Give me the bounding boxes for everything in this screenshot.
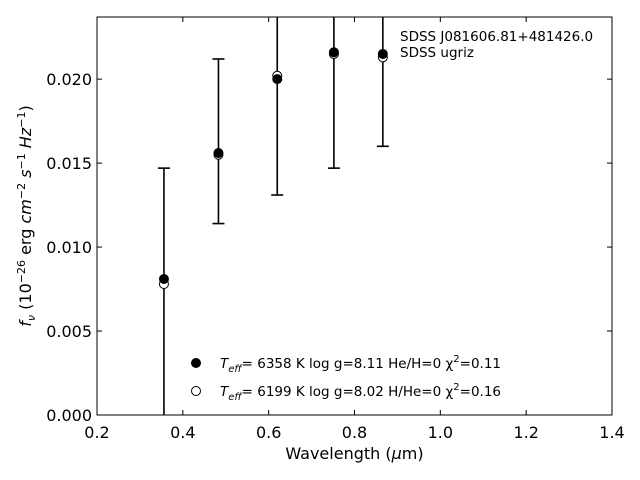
filled-circle-point: [328, 47, 339, 58]
x-tick-label: 0.6: [256, 423, 281, 442]
error-bars: [157, 17, 389, 415]
annotation-survey: SDSS ugriz: [400, 45, 474, 61]
x-tick-label: 1.2: [513, 423, 538, 442]
legend-entry-2: Teff= 6199 K log g=8.02 H/He=0 χ2=0.16: [220, 382, 501, 403]
filled-circle-point: [377, 48, 388, 59]
legend-marker-filled: [191, 358, 201, 368]
legend-marker-open: [191, 386, 201, 396]
annotation-object-name: SDSS J081606.81+481426.0: [400, 29, 593, 45]
x-tick-label: 1.4: [599, 423, 624, 442]
y-tick-label: 0.010: [46, 238, 92, 257]
x-axis-label: Wavelength (μm): [285, 444, 423, 463]
filled-circle-point: [158, 273, 169, 284]
y-tick-label: 0.020: [46, 70, 92, 89]
legend: Teff= 6358 K log g=8.11 He/H=0 χ2=0.11 T…: [191, 354, 501, 403]
x-tick-label: 1.0: [428, 423, 453, 442]
legend-entry-1: Teff= 6358 K log g=8.11 He/H=0 χ2=0.11: [220, 354, 501, 375]
x-tick-label: 0.4: [170, 423, 195, 442]
data-points: [158, 47, 388, 290]
x-tick-label: 0.2: [84, 423, 109, 442]
y-axis-label: fν (10−26 erg cm−2 s−1 Hz−1): [15, 105, 38, 326]
filled-circle-point: [213, 148, 224, 159]
y-tick-label: 0.000: [46, 406, 92, 425]
x-tick-label: 0.8: [342, 423, 367, 442]
y-tick-label: 0.005: [46, 322, 92, 341]
axis-ticks: 0.2 0.4 0.6 0.8 1.0 1.2 1.4 0.000 0.005 0.010 0.01…: [46, 17, 625, 442]
y-tick-label: 0.015: [46, 154, 92, 173]
filled-circle-point: [272, 74, 283, 85]
